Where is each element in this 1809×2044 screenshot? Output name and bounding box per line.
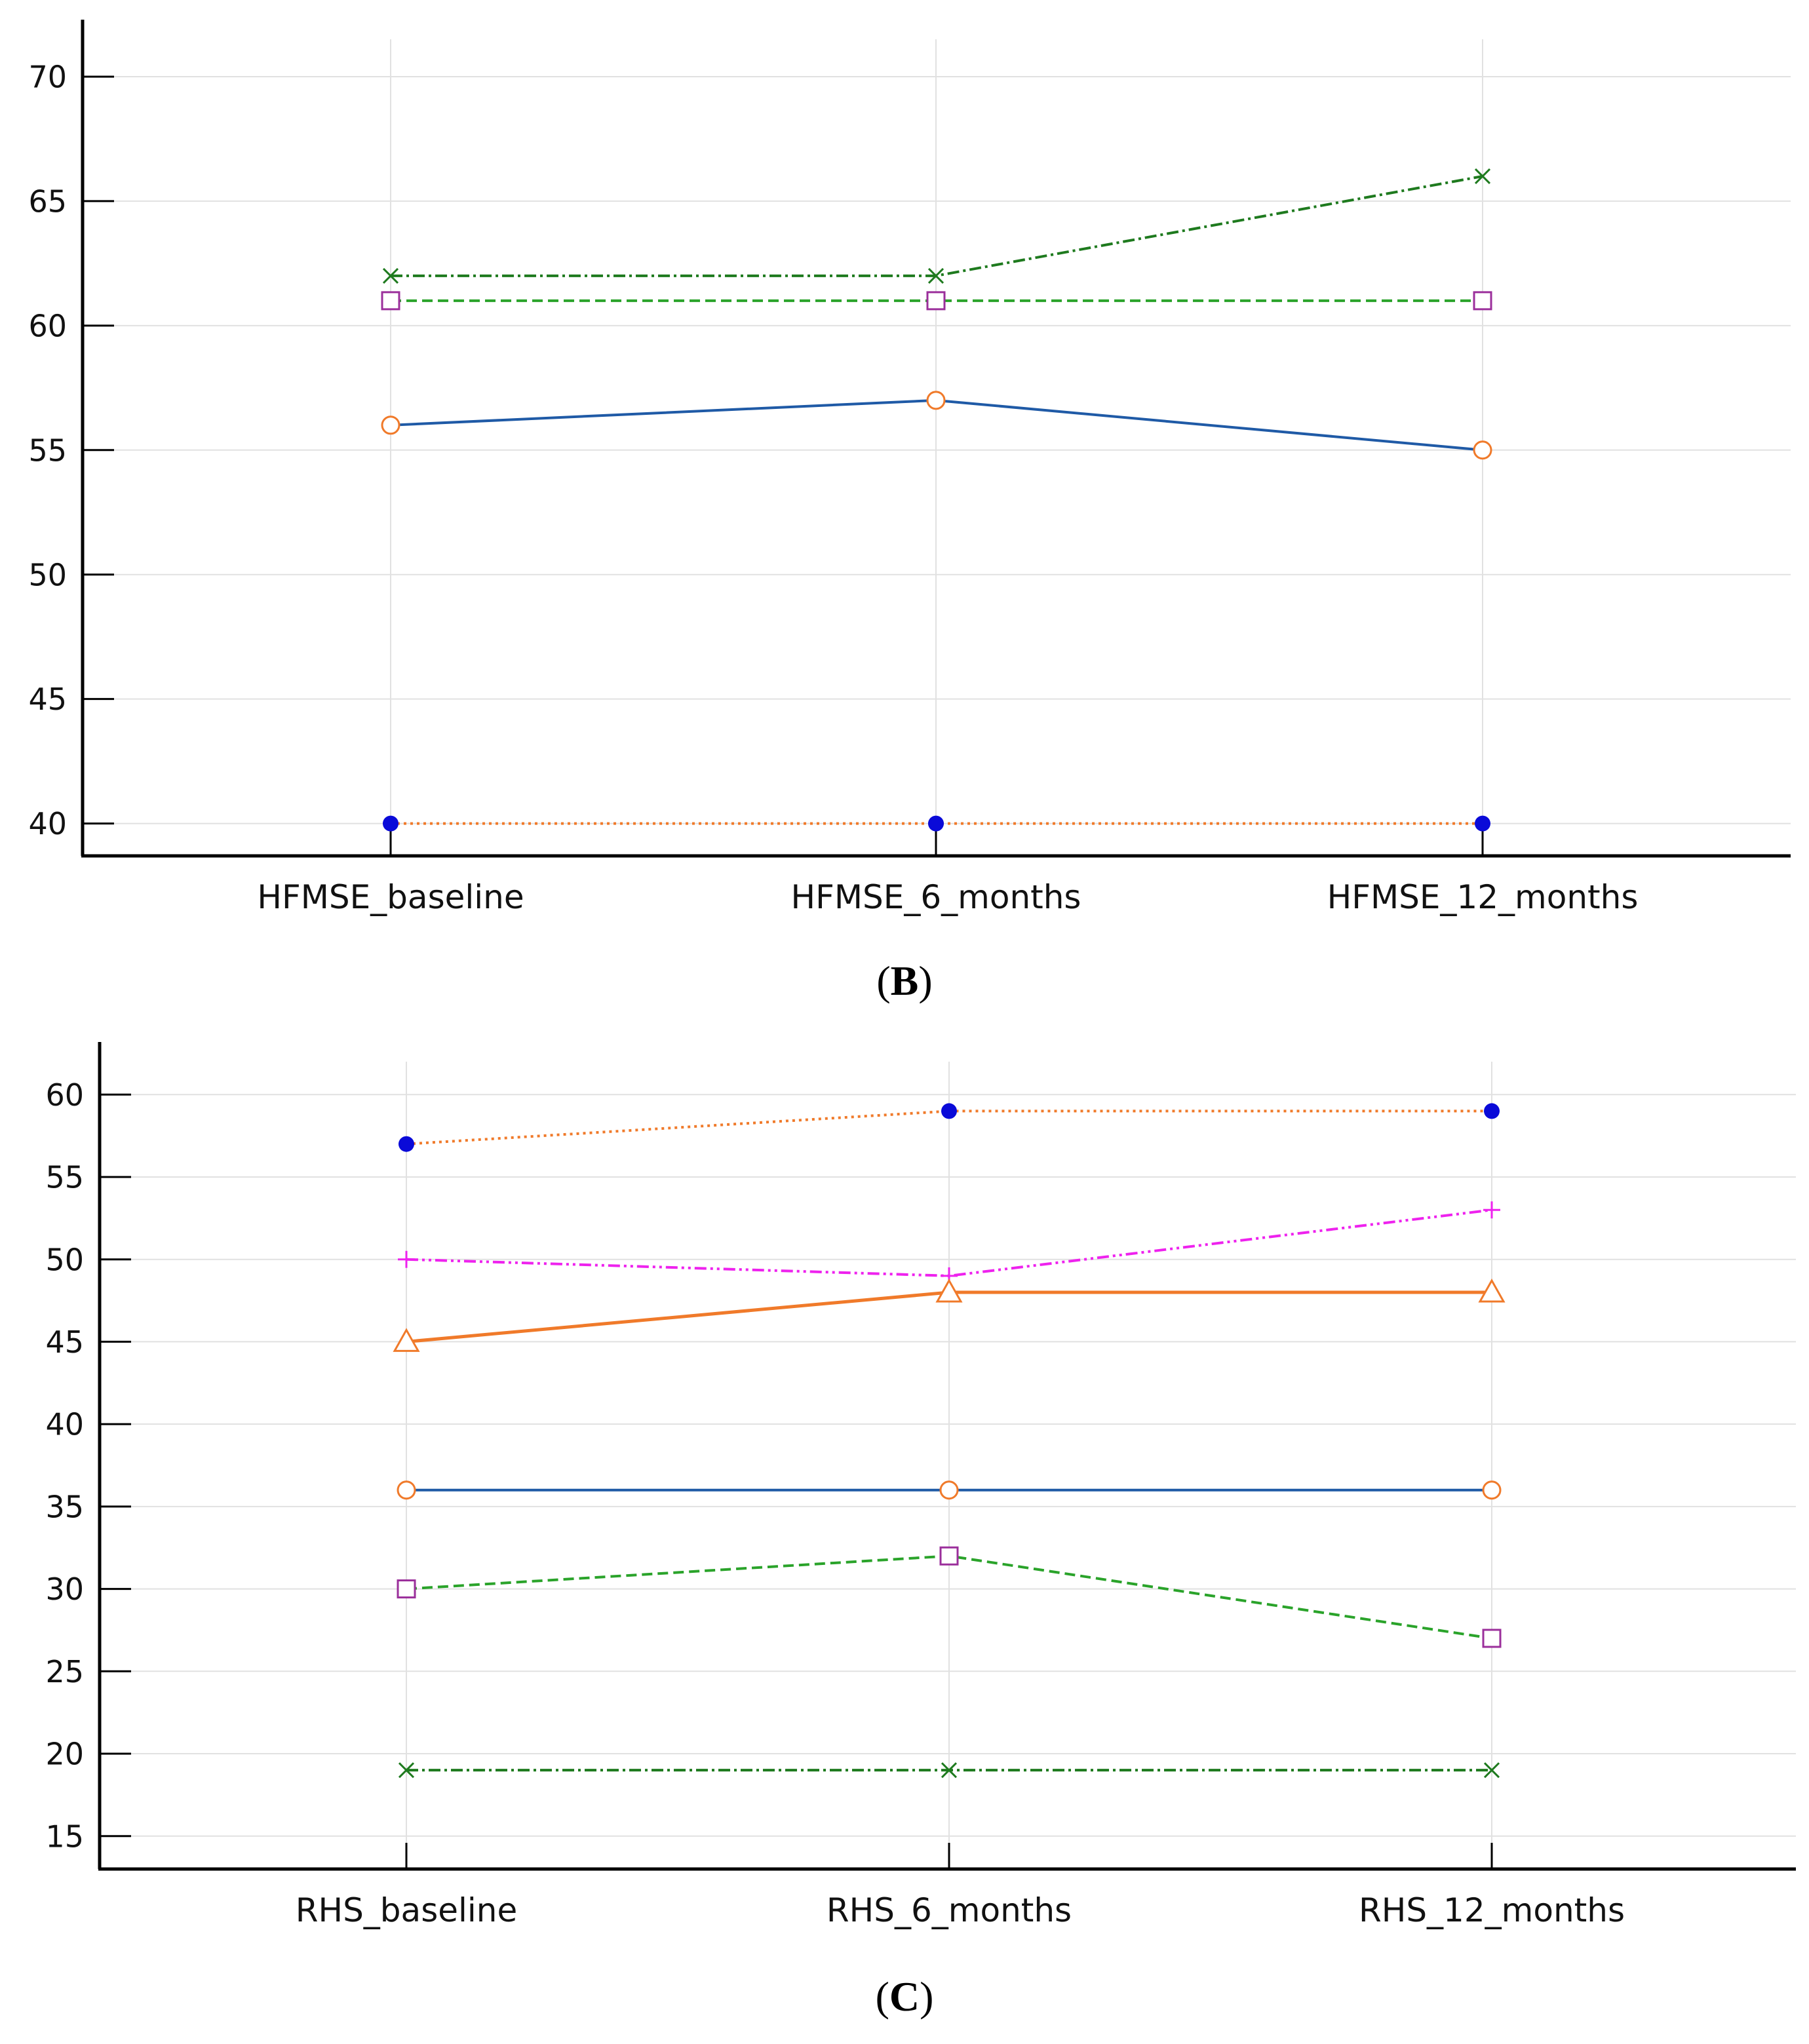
panel-label-b: (B) — [876, 957, 933, 1004]
series-series-5 — [397, 1546, 1502, 1648]
y-tick-label: 45 — [28, 682, 67, 717]
chart-panel-c: 15 20 25 30 35 40 45 50 55 60 RHS_baseline RHS_6_mo… — [45, 1042, 1796, 1929]
y-tick-label: 60 — [45, 1077, 84, 1113]
x-tick-label: HFMSE_12_months — [1327, 878, 1639, 916]
x-tick-label: RHS_12_months — [1359, 1891, 1625, 1929]
y-tick-label: 60 — [28, 308, 67, 343]
data-point — [1474, 168, 1491, 184]
data-point — [397, 1579, 416, 1599]
series-series-6 — [398, 1762, 1500, 1779]
data-point — [926, 391, 946, 410]
data-point — [381, 291, 400, 311]
data-point — [935, 1278, 963, 1303]
series-series-4 — [397, 1480, 1502, 1500]
data-point — [398, 1762, 415, 1779]
y-tick-label: 30 — [45, 1572, 84, 1607]
y-tick-label: 20 — [45, 1737, 84, 1772]
y-tick-label: 55 — [45, 1160, 84, 1195]
x-tick-label: RHS_6_months — [827, 1891, 1072, 1929]
data-point — [926, 291, 946, 311]
data-point — [1473, 291, 1492, 311]
data-point — [939, 1480, 959, 1500]
data-point — [383, 815, 399, 832]
x-tick-label: RHS_baseline — [296, 1891, 518, 1929]
data-point — [382, 267, 399, 284]
chart-panel-b: 40 45 50 55 60 65 70 HFMSE_baseline HFMSE_6_mont… — [28, 20, 1791, 916]
data-point — [1473, 440, 1492, 460]
data-point — [1483, 1762, 1500, 1779]
y-tick-label: 25 — [45, 1654, 84, 1689]
y-tick-label: 40 — [45, 1407, 84, 1442]
series-series-4 — [383, 815, 1490, 832]
data-point — [398, 1250, 415, 1268]
data-point — [1482, 1629, 1502, 1648]
data-point — [941, 1103, 957, 1119]
x-tick-label: HFMSE_baseline — [257, 878, 524, 916]
y-tick-label: 15 — [45, 1819, 84, 1854]
series-series-3 — [393, 1278, 1506, 1352]
data-point — [399, 1136, 414, 1152]
data-point — [1484, 1103, 1500, 1119]
data-point — [939, 1546, 959, 1566]
x-tick-label: HFMSE_6_months — [791, 878, 1081, 916]
y-tick-label: 50 — [28, 557, 67, 592]
panel-label-c: (C) — [875, 1973, 934, 2020]
y-tick-label: 35 — [45, 1489, 84, 1524]
y-tick-label: 70 — [28, 60, 67, 95]
data-point — [1475, 815, 1490, 832]
series-series-2 — [381, 291, 1492, 311]
series-series-3 — [381, 391, 1492, 460]
data-point — [393, 1328, 420, 1352]
y-tick-label: 65 — [28, 183, 67, 219]
y-tick-label: 40 — [28, 806, 67, 841]
y-tick-label: 45 — [45, 1324, 84, 1360]
data-point — [1478, 1278, 1506, 1303]
data-point — [928, 815, 944, 832]
data-point — [397, 1480, 416, 1500]
y-tick-label: 55 — [28, 433, 67, 468]
series-series-1 — [399, 1103, 1500, 1152]
data-point — [927, 267, 944, 284]
y-tick-label: 50 — [45, 1242, 84, 1277]
data-point — [381, 415, 400, 435]
data-point — [1483, 1201, 1500, 1219]
data-point — [1482, 1480, 1502, 1500]
series-line — [406, 1109, 1492, 1146]
series-series-1 — [382, 168, 1491, 284]
data-point — [941, 1762, 958, 1779]
